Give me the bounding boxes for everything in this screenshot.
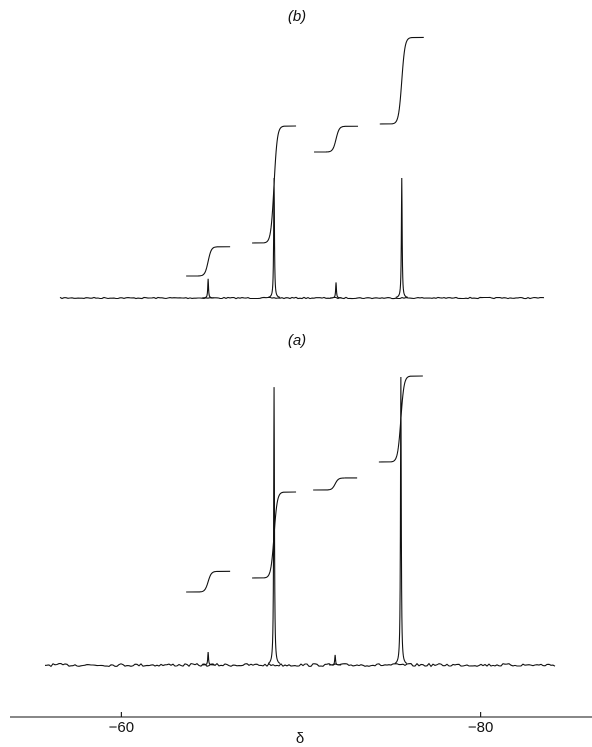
peak: [395, 177, 408, 298]
integral-step: [379, 36, 424, 125]
x-axis-label: δ: [296, 730, 304, 747]
baseline: [44, 662, 556, 668]
x-tick-label: −80: [468, 719, 493, 736]
x-tick-label: −60: [109, 719, 134, 736]
peak: [267, 177, 281, 298]
integral-step: [186, 246, 231, 277]
peak: [202, 651, 215, 666]
peak: [329, 654, 342, 666]
spectrum-label: (a): [288, 332, 306, 349]
integral-step: [252, 125, 297, 244]
integral-step: [314, 125, 359, 153]
integral-step: [378, 375, 423, 463]
baseline: [59, 296, 545, 300]
integral-step: [252, 491, 297, 579]
peak: [202, 278, 215, 299]
integral-step: [186, 570, 231, 593]
peak: [267, 387, 281, 664]
peak: [330, 282, 343, 299]
spectrum-label: (b): [288, 8, 306, 25]
integral-step: [313, 477, 358, 491]
peak: [394, 376, 408, 664]
